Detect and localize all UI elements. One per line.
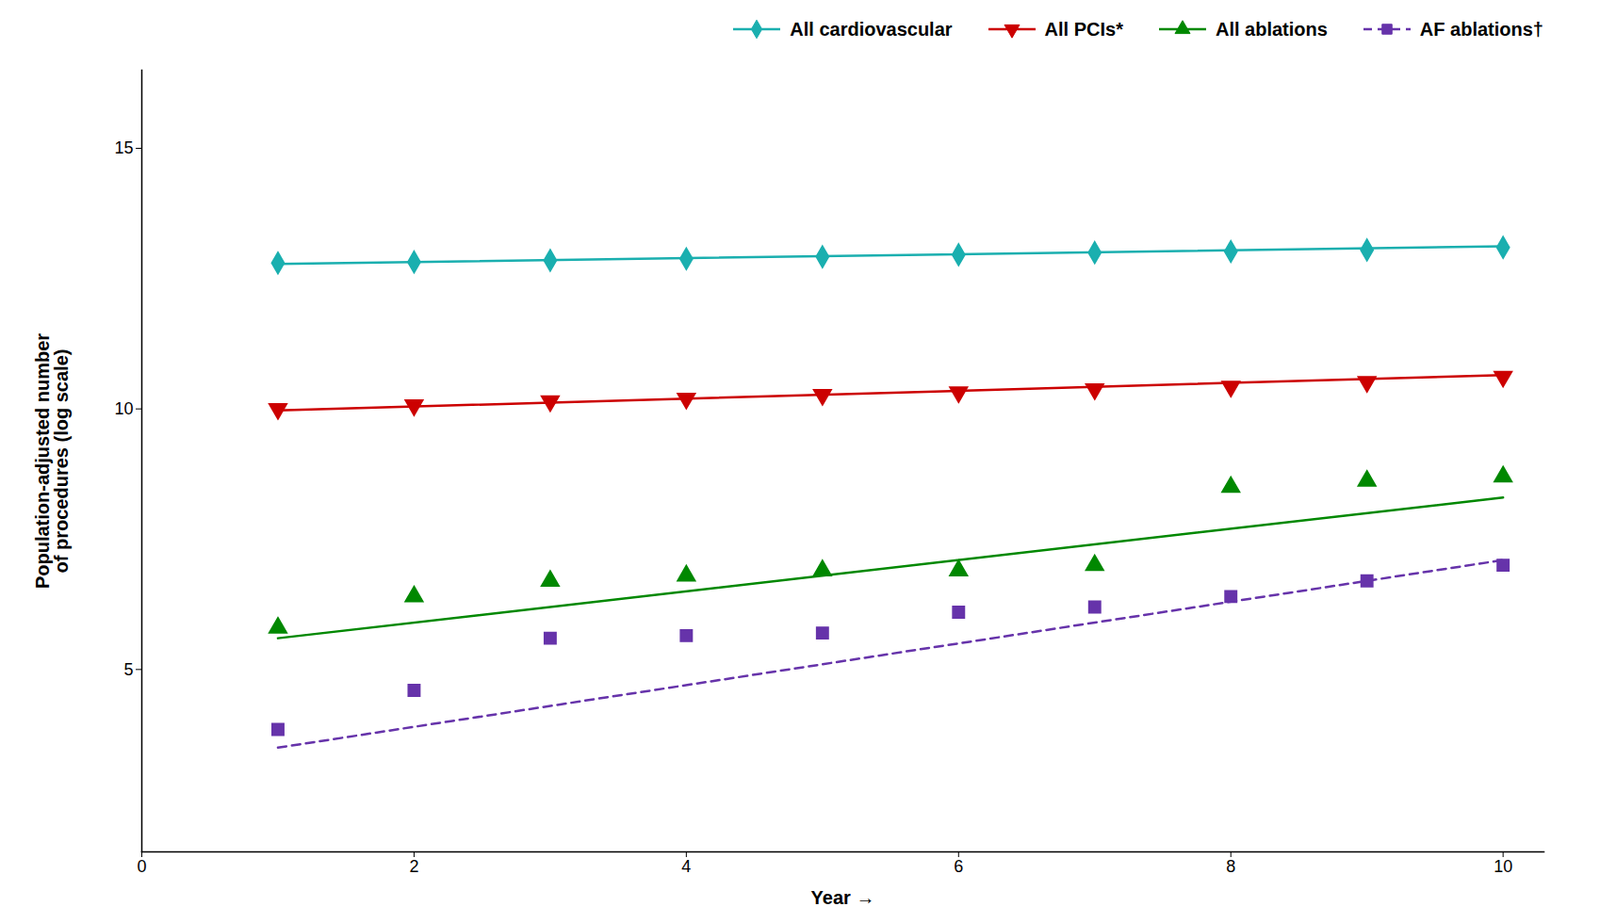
svg-text:10: 10 — [114, 399, 133, 419]
svg-text:Year →: Year → — [811, 887, 876, 909]
svg-text:8: 8 — [1225, 857, 1236, 877]
svg-text:6: 6 — [953, 857, 964, 877]
html-text:AF ablations†: AF ablations† — [1419, 18, 1544, 40]
html-text:All PCIs*: All PCIs* — [1044, 18, 1124, 40]
svg-text:2: 2 — [408, 857, 419, 877]
svg-text:Population-adjusted numberof p: Population-adjusted numberof procedures … — [32, 333, 72, 589]
svg-text:4: 4 — [681, 857, 691, 877]
svg-text:15: 15 — [114, 138, 133, 158]
html-text:All ablations: All ablations — [1215, 18, 1328, 40]
svg-text:10: 10 — [1493, 857, 1513, 877]
svg-text:0: 0 — [136, 857, 147, 877]
html-text:All cardiovascular: All cardiovascular — [789, 18, 953, 40]
svg-text:5: 5 — [123, 660, 133, 680]
